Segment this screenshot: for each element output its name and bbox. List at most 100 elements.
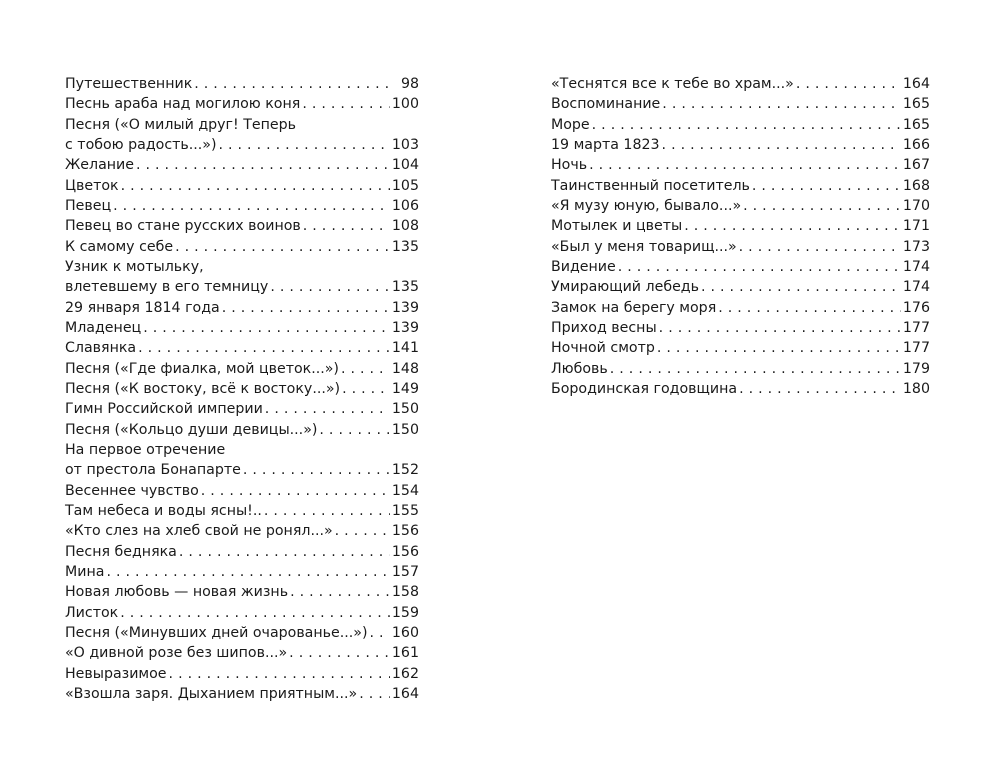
dot-leader bbox=[701, 277, 901, 297]
toc-entry: Море 165 bbox=[551, 115, 930, 135]
toc-entry-line: 19 марта 1823 166 bbox=[551, 135, 930, 155]
toc-entry-title: Путешественник bbox=[65, 76, 193, 92]
toc-entry-page-number: 135 bbox=[391, 279, 419, 296]
dot-leader bbox=[219, 135, 390, 155]
toc-entry-title: «Я музу юную, бывало...» bbox=[551, 197, 742, 214]
toc-entry-title: Песня («Минувших дней очарованье...») bbox=[65, 624, 368, 641]
toc-entry-title: Славянка bbox=[65, 340, 137, 357]
dot-leader bbox=[136, 155, 390, 175]
dot-leader bbox=[120, 603, 390, 623]
dot-leader bbox=[752, 176, 901, 196]
toc-entry: Листок 159 bbox=[65, 603, 419, 623]
toc-entry-page-number: 177 bbox=[902, 340, 930, 357]
toc-entry-line: Невыразимое 162 bbox=[65, 664, 419, 684]
toc-entry: Мина 157 bbox=[65, 562, 419, 582]
toc-entry-page-number: 177 bbox=[902, 319, 930, 336]
toc-entry-title: Замок на берегу моря bbox=[551, 299, 717, 316]
dot-leader bbox=[319, 420, 390, 440]
toc-entry: Умирающий лебедь 174 bbox=[551, 277, 930, 297]
toc-entry-line: «Взошла заря. Дыханием приятным...» 164 bbox=[65, 684, 419, 704]
toc-entry: Певец во стане русских воинов 108 bbox=[65, 216, 419, 236]
toc-entry-title: К самому себе bbox=[65, 238, 174, 255]
toc-entry-title: Певец bbox=[65, 197, 112, 214]
toc-entry: «Я музу юную, бывало...» 170 bbox=[551, 196, 930, 216]
toc-entry-line: Песня («Кольцо души девицы...») 150 bbox=[65, 420, 419, 440]
dot-leader bbox=[342, 379, 390, 399]
dot-leader bbox=[302, 94, 390, 114]
toc-entry-page-number: 100 bbox=[391, 96, 419, 113]
toc-entry-page-number: 171 bbox=[902, 218, 930, 235]
toc-entry-line: 29 января 1814 года 139 bbox=[65, 298, 419, 318]
toc-entry-page-number: 159 bbox=[391, 604, 419, 621]
dot-leader bbox=[243, 460, 390, 480]
toc-entry-title: Песня («Кольцо души девицы...») bbox=[65, 421, 318, 438]
dot-leader bbox=[179, 542, 390, 562]
toc-entry-title: Песнь араба над могилою коня bbox=[65, 96, 301, 113]
toc-entry-page-number: 174 bbox=[902, 258, 930, 275]
dot-leader bbox=[359, 684, 390, 704]
dot-leader bbox=[718, 298, 901, 318]
toc-entry-title: Цветок bbox=[65, 177, 119, 194]
toc-entry: Весеннее чувство 154 bbox=[65, 481, 419, 501]
toc-entry-line: Море 165 bbox=[551, 115, 930, 135]
toc-entry-page-number: 148 bbox=[391, 360, 419, 377]
toc-entry: Воспоминание 165 bbox=[551, 94, 930, 114]
toc-entry-page-number: 135 bbox=[391, 238, 419, 255]
toc-entry-page-number: 152 bbox=[391, 462, 419, 479]
toc-entry-line: Умирающий лебедь 174 bbox=[551, 277, 930, 297]
dot-leader bbox=[341, 359, 390, 379]
dot-leader bbox=[657, 338, 901, 358]
toc-entry-page-number: 156 bbox=[391, 523, 419, 540]
toc-entry-line: Песня («Минувших дней очарованье...») 160 bbox=[65, 623, 419, 643]
toc-entry: Певец 106 bbox=[65, 196, 419, 216]
dot-leader bbox=[169, 664, 390, 684]
toc-entry-title: «Кто слез на хлеб свой не ронял...» bbox=[65, 523, 333, 540]
dot-leader bbox=[303, 216, 390, 236]
toc-entry-page-number: 141 bbox=[391, 340, 419, 357]
toc-entry-title: Младенец bbox=[65, 319, 142, 336]
toc-entry: Приход весны 177 bbox=[551, 318, 930, 338]
toc-entry: Песня бедняка 156 bbox=[65, 542, 419, 562]
dot-leader bbox=[662, 94, 901, 114]
dot-leader bbox=[265, 399, 390, 419]
toc-entry-title: Таинственный посетитель bbox=[551, 177, 750, 194]
toc-entry-title-line1: Песня («О милый друг! Теперь bbox=[65, 116, 296, 133]
toc-entry-line: Гимн Российской империи 150 bbox=[65, 399, 419, 419]
toc-entry-page-number: 174 bbox=[902, 279, 930, 296]
toc-entry: Песня («К востоку, всё к востоку...») 149 bbox=[65, 379, 419, 399]
toc-entry-title: Там небеса и воды ясны!.. bbox=[65, 502, 262, 519]
toc-column-left: Путешественник 98 Песнь араба над могилою … bbox=[65, 74, 419, 704]
toc-entry-line: Цветок 105 bbox=[65, 176, 419, 196]
toc-entry-page-number: 164 bbox=[391, 685, 419, 702]
toc-entry-line: Желание 104 bbox=[65, 155, 419, 175]
toc-entry-line: «Был у меня товарищ...» 173 bbox=[551, 237, 930, 257]
toc-entry-title: от престола Бонапарте bbox=[65, 462, 241, 479]
toc-entry-line: Приход весны 177 bbox=[551, 318, 930, 338]
dot-leader bbox=[175, 237, 390, 257]
toc-entry-title: Любовь bbox=[551, 360, 608, 377]
toc-entry-title: Умирающий лебедь bbox=[551, 279, 699, 296]
toc-entry-title: Невыразимое bbox=[65, 665, 167, 682]
toc-entry-title: «О дивной розе без шипов...» bbox=[65, 645, 288, 662]
dot-leader bbox=[610, 359, 901, 379]
toc-entry: На первое отречение от престола Бонапарте… bbox=[65, 440, 419, 481]
toc-entry-line: «Кто слез на хлеб свой не ронял...» 156 bbox=[65, 521, 419, 541]
toc-entry-line: Бородинская годовщина 180 bbox=[551, 379, 930, 399]
toc-entry: Гимн Российской империи 150 bbox=[65, 399, 419, 419]
toc-entry: Песня («Кольцо души девицы...») 150 bbox=[65, 420, 419, 440]
dot-leader bbox=[194, 74, 393, 94]
dot-leader bbox=[289, 643, 390, 663]
dot-leader bbox=[143, 318, 390, 338]
toc-entry-title: Мотылек и цветы bbox=[551, 218, 683, 235]
toc-entry: Песня («Минувших дней очарованье...») 160 bbox=[65, 623, 419, 643]
dot-leader bbox=[739, 237, 901, 257]
toc-entry-line: Песнь араба над могилою коня 100 bbox=[65, 94, 419, 114]
toc-entry-title: Приход весны bbox=[551, 319, 657, 336]
dot-leader bbox=[270, 277, 390, 297]
toc-entry: Желание 104 bbox=[65, 155, 419, 175]
toc-entry: Там небеса и воды ясны!.. 155 bbox=[65, 501, 419, 521]
toc-entry-line: Мина 157 bbox=[65, 562, 419, 582]
dot-leader bbox=[335, 521, 390, 541]
toc-entry: Славянка 141 bbox=[65, 338, 419, 358]
toc-entry-line: Ночь 167 bbox=[551, 155, 930, 175]
